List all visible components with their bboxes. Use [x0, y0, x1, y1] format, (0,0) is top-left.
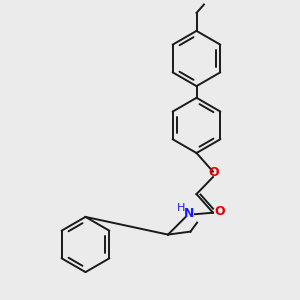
Text: N: N — [184, 207, 194, 220]
Text: O: O — [214, 205, 225, 218]
Text: H: H — [177, 203, 185, 213]
Text: O: O — [208, 166, 219, 179]
